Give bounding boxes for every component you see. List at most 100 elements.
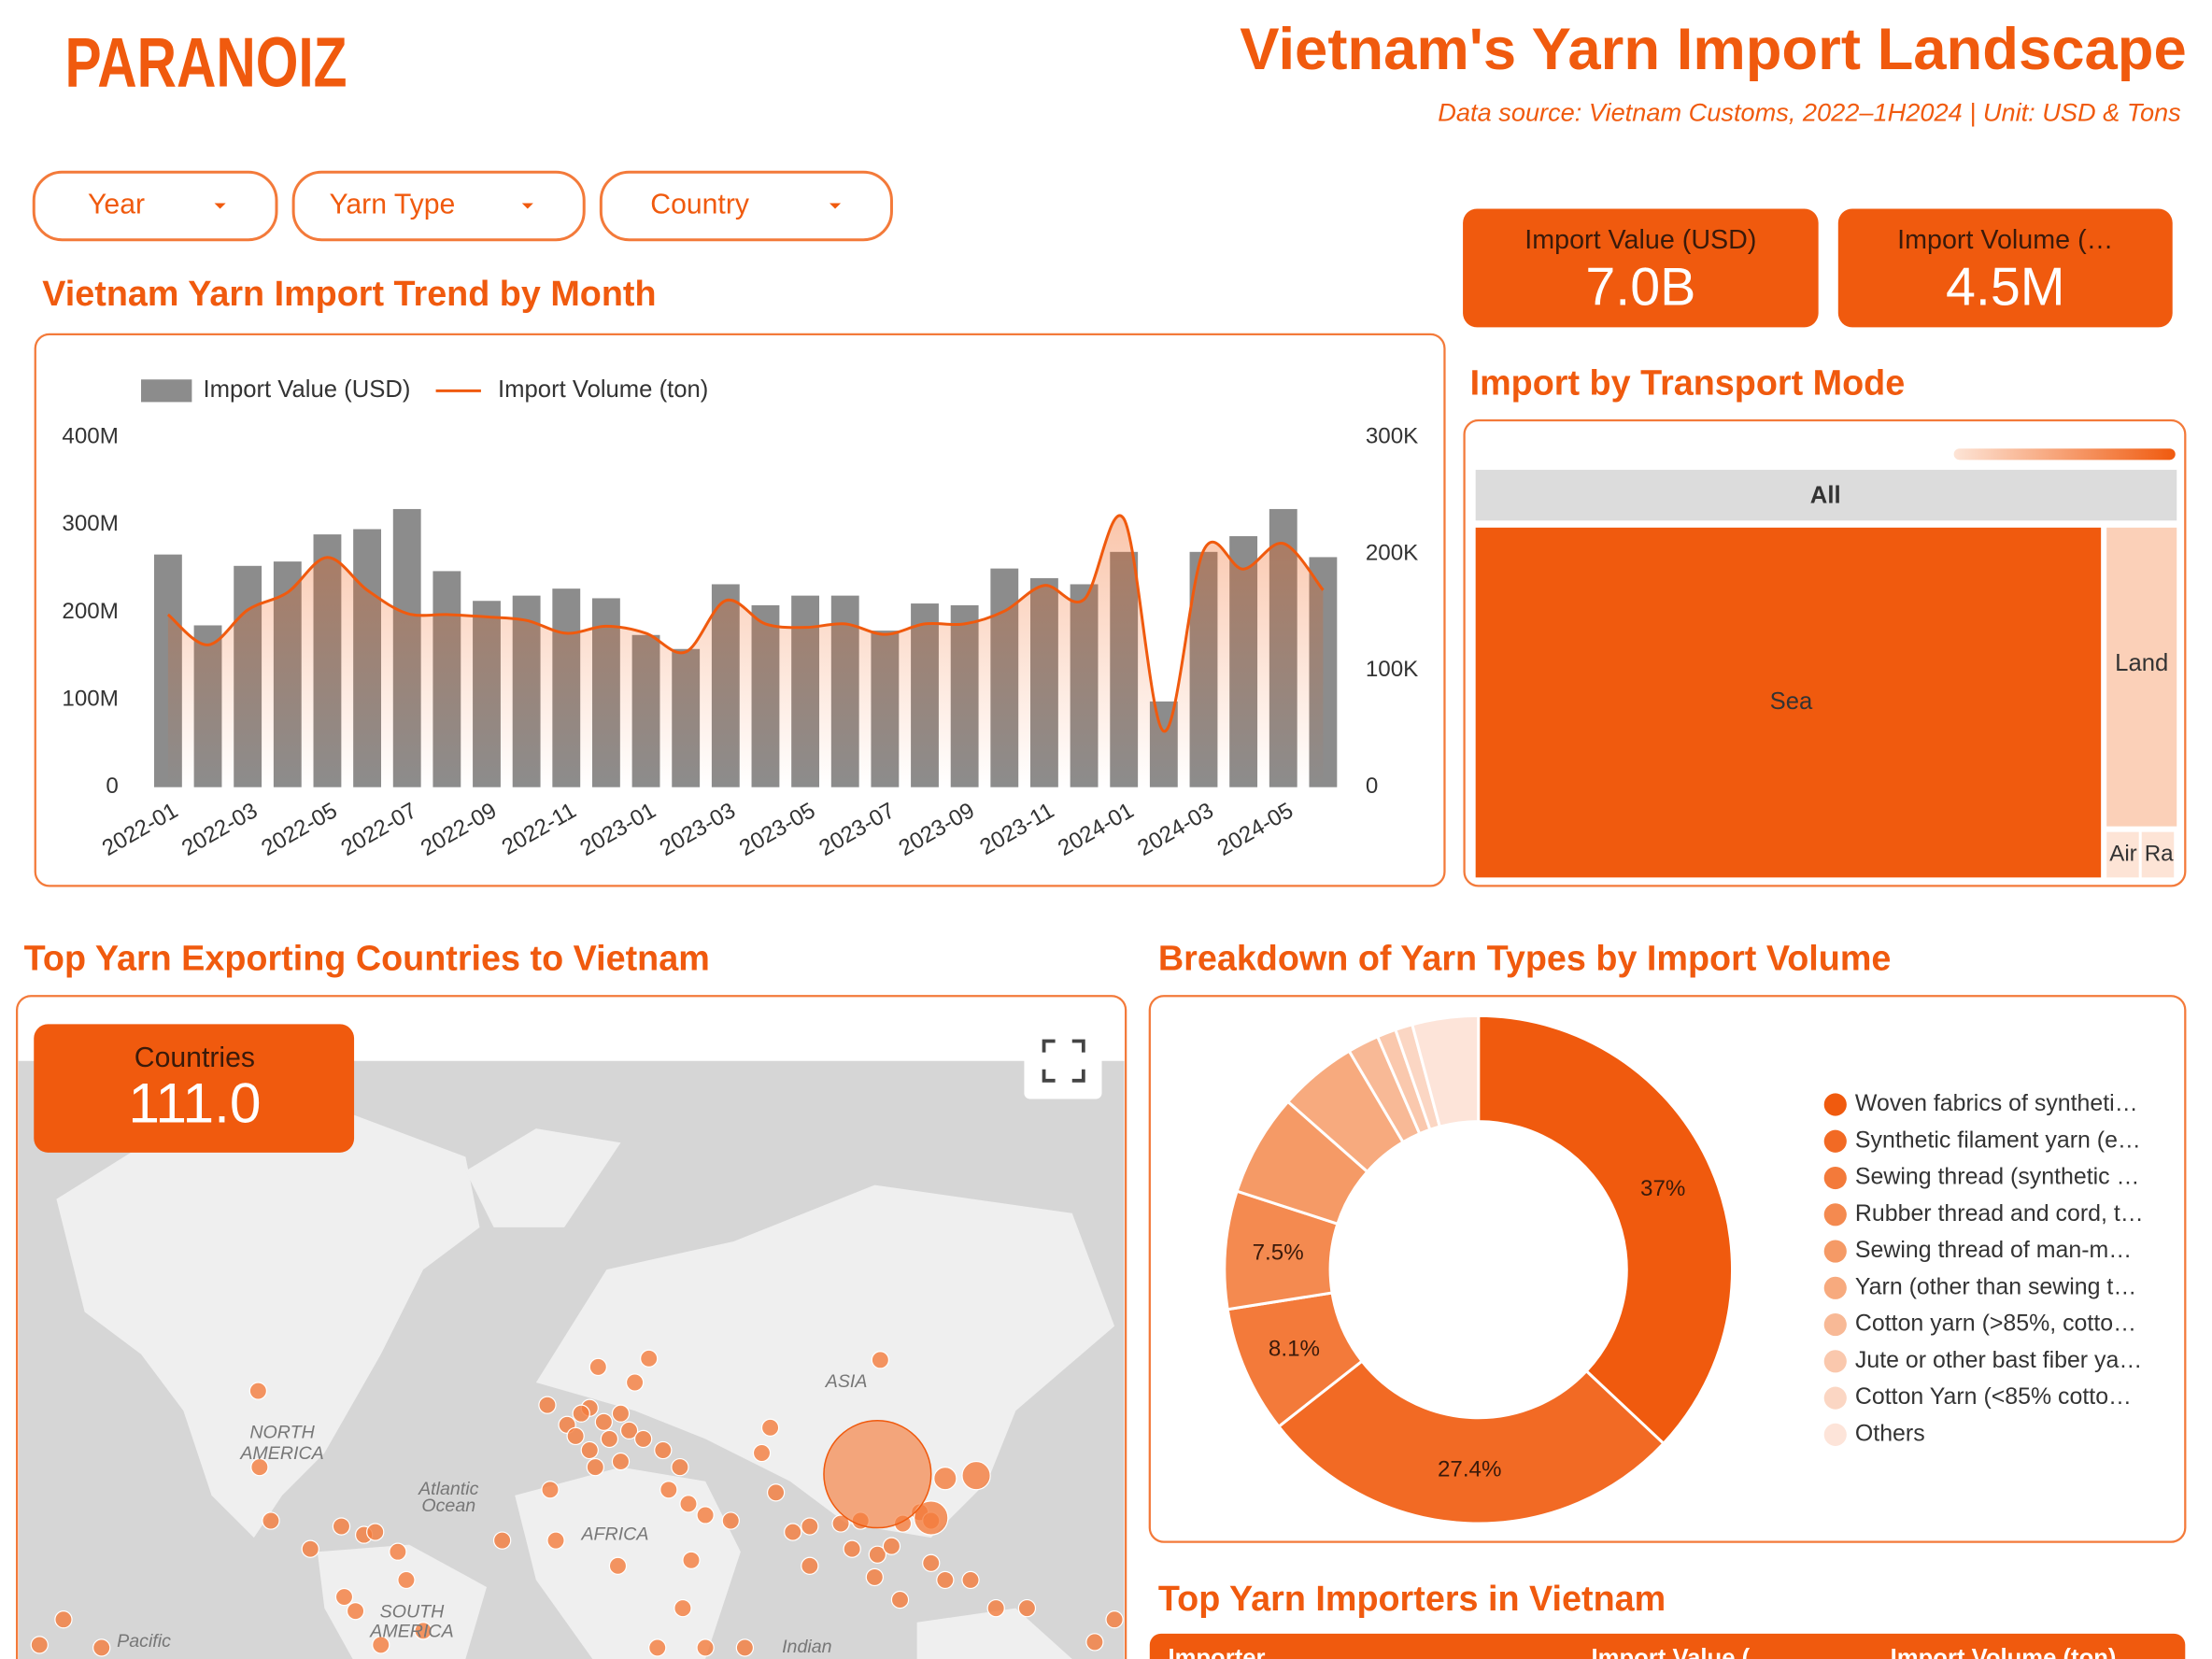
section-title: Top Yarn Importers in Vietnam <box>1158 1579 1666 1618</box>
kpi-label: Countries <box>135 1042 255 1073</box>
country-dot <box>301 1539 319 1558</box>
country-dot <box>961 1460 991 1491</box>
country-dot <box>871 1351 890 1369</box>
map[interactable]: NORTHAMERICAASIAAFRICASOUTHAMERICAAtlant… <box>18 1060 1125 1659</box>
country-dot <box>801 1556 819 1575</box>
land <box>916 1608 1072 1659</box>
table-header <box>1149 1633 2186 1659</box>
treemap-cell <box>2106 527 2177 827</box>
fullscreen-button[interactable] <box>1024 1021 1102 1099</box>
country-dot <box>936 1570 955 1590</box>
section-title: Breakdown of Yarn Types by Import Volume <box>1158 938 1892 977</box>
country-dot <box>566 1426 585 1446</box>
country-dot <box>611 1404 631 1423</box>
donut-slice <box>1276 1359 1666 1525</box>
dropdown-arrow <box>521 203 533 209</box>
country-dot <box>801 1517 819 1536</box>
legend-swatch <box>1823 1129 1847 1153</box>
country-dot <box>586 1457 604 1477</box>
country-dot <box>633 1429 653 1449</box>
data-label: 7.5% <box>1253 1241 1304 1266</box>
y-tick-label: 0 <box>106 773 118 799</box>
y-tick-label: 300M <box>62 511 118 536</box>
country-dot <box>54 1610 73 1629</box>
land <box>535 1184 1115 1538</box>
country-dot <box>659 1481 678 1499</box>
line <box>166 514 1325 733</box>
treemap-label: Sea <box>1770 688 1813 715</box>
country-dot <box>682 1551 701 1569</box>
data-label: 27.4% <box>1438 1457 1502 1482</box>
map-label: Atlantic <box>418 1479 479 1499</box>
map-label: NORTH <box>249 1423 315 1443</box>
filter-dropdown[interactable]: Yarn Type <box>291 170 586 242</box>
land <box>317 1544 488 1659</box>
country-dot <box>262 1511 280 1530</box>
legend-swatch <box>1823 1093 1847 1116</box>
legend-swatch <box>141 379 192 403</box>
legend-label: Import Volume (ton) <box>498 376 708 403</box>
y2-tick-label: 100K <box>1366 657 1418 682</box>
country-dot <box>1017 1598 1037 1618</box>
filter-dropdown[interactable]: Year <box>32 170 278 242</box>
filter-box <box>291 170 586 242</box>
filter-dropdown[interactable]: Country <box>599 170 893 242</box>
legend-swatch <box>1823 1423 1847 1446</box>
treemap-root-label: All <box>1810 482 1841 508</box>
treemap-label: Land <box>2115 650 2168 676</box>
y2-tick-label: 300K <box>1366 424 1418 449</box>
country-dot <box>766 1483 786 1502</box>
country-dot <box>784 1523 802 1541</box>
legend-label: Rubber thread and cord, t… <box>1855 1200 2144 1227</box>
country-dot <box>389 1542 407 1561</box>
filter-label: Country <box>650 189 750 220</box>
land <box>56 1114 480 1538</box>
legend-swatch <box>1823 1240 1847 1263</box>
country-dot <box>674 1598 692 1618</box>
country-dot <box>752 1443 772 1463</box>
country-dot <box>679 1495 698 1513</box>
y-tick-label: 200M <box>62 599 118 624</box>
country-dot <box>608 1556 628 1575</box>
country-dot <box>721 1511 740 1530</box>
section-title: Top Yarn Exporting Countries to Vietnam <box>24 938 710 977</box>
legend-swatch <box>1823 1386 1847 1410</box>
treemap-root <box>1475 469 2177 521</box>
country-dot <box>611 1452 631 1471</box>
kpi-label: Import Value (USD) <box>1524 225 1756 255</box>
section-title: Import by Transport Mode <box>1470 362 1906 402</box>
page-subtitle: Data source: Vietnam Customs, 2022–1H202… <box>1438 98 2181 127</box>
kpi-box <box>1463 208 1819 328</box>
y2-tick-label: 200K <box>1366 540 1418 565</box>
country-dot <box>588 1357 607 1377</box>
legend-label: Cotton Yarn (<85% cotto… <box>1855 1383 2132 1410</box>
y-tick-label: 400M <box>62 424 118 449</box>
donut-slice <box>1410 1014 1481 1128</box>
country-dot <box>648 1638 667 1657</box>
line-area <box>167 515 1324 787</box>
data-label: 37% <box>1640 1176 1685 1201</box>
country-dot <box>760 1418 780 1437</box>
legend-label: Jute or other bast fiber ya… <box>1855 1347 2142 1373</box>
country-dot <box>843 1539 861 1558</box>
map-label: ASIA <box>825 1371 868 1392</box>
dropdown-arrow <box>214 203 226 209</box>
country-dot <box>865 1567 884 1587</box>
country-dot <box>890 1590 910 1609</box>
country-dot <box>250 1457 269 1477</box>
map-label: Pacific <box>117 1631 171 1652</box>
country-dot <box>538 1396 557 1414</box>
country-dot <box>619 1421 639 1440</box>
legend-swatch <box>1823 1203 1847 1227</box>
country-dot <box>541 1481 560 1499</box>
legend-swatch <box>1823 1276 1847 1299</box>
country-dot <box>961 1570 980 1590</box>
country-dot <box>696 1506 715 1524</box>
fullscreen-icon <box>1042 1039 1085 1083</box>
country-dot <box>366 1523 385 1541</box>
country-dot <box>580 1440 599 1460</box>
page-title: Vietnam's Yarn Import Landscape <box>1240 17 2187 82</box>
filter-box <box>32 170 278 242</box>
country-dot <box>346 1601 365 1621</box>
country-dot <box>334 1587 354 1607</box>
